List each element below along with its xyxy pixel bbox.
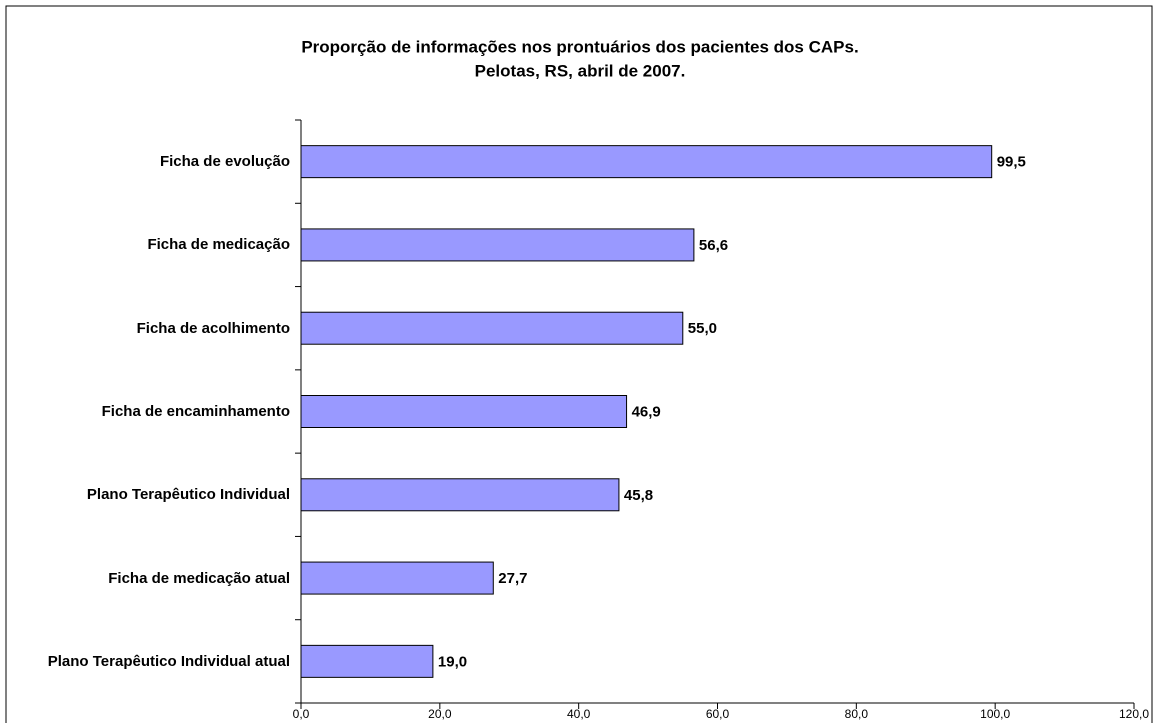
x-tick-label: 0,0 — [293, 707, 310, 721]
x-tick-label: 120,0 — [1119, 707, 1149, 721]
y-tick-label-box: Ficha de acolhimento — [0, 298, 290, 358]
x-tick-label: 40,0 — [567, 707, 591, 721]
bar — [300, 145, 993, 179]
data-label: 45,8 — [624, 487, 653, 504]
bar — [300, 311, 684, 345]
x-tick-label: 20,0 — [428, 707, 452, 721]
chart-border — [5, 5, 1153, 723]
x-tick-label: 100,0 — [980, 707, 1010, 721]
chart-title: Proporção de informações nos prontuários… — [301, 37, 858, 56]
y-tick-label-box: Ficha de evolução — [0, 132, 290, 192]
bar — [300, 561, 494, 595]
bar — [300, 228, 695, 262]
y-tick-label-box: Plano Terapêutico Individual atual — [0, 631, 290, 691]
y-tick-label: Ficha de encaminhamento — [101, 403, 290, 420]
y-tick-label-box: Ficha de medicação atual — [0, 548, 290, 608]
x-tick-label: 60,0 — [706, 707, 730, 721]
chart-subtitle: Pelotas, RS, abril de 2007. — [475, 61, 686, 80]
data-label: 27,7 — [498, 570, 527, 587]
y-tick-label-box: Ficha de encaminhamento — [0, 382, 290, 442]
bar — [300, 395, 628, 428]
bar — [300, 644, 434, 678]
y-tick-label: Plano Terapêutico Individual — [86, 486, 290, 504]
bar — [300, 478, 620, 512]
data-label: 55,0 — [688, 320, 717, 337]
y-tick-label: Plano Terapêutico Individual atual — [47, 652, 290, 670]
data-label: 19,0 — [438, 653, 467, 670]
y-tick-label-box: Ficha de medicação — [0, 215, 290, 275]
x-tick-label: 80,0 — [845, 707, 869, 721]
data-label: 99,5 — [997, 154, 1026, 171]
y-tick-label: Ficha de acolhimento — [136, 319, 290, 337]
y-tick-label-box: Plano Terapêutico Individual — [0, 465, 290, 525]
y-tick-label: Ficha de medicação atual — [108, 569, 290, 587]
y-tick-label: Ficha de medicação — [147, 236, 290, 254]
data-label: 56,6 — [699, 237, 728, 254]
y-tick-label: Ficha de evolução — [159, 153, 290, 171]
data-label: 46,9 — [632, 403, 661, 420]
